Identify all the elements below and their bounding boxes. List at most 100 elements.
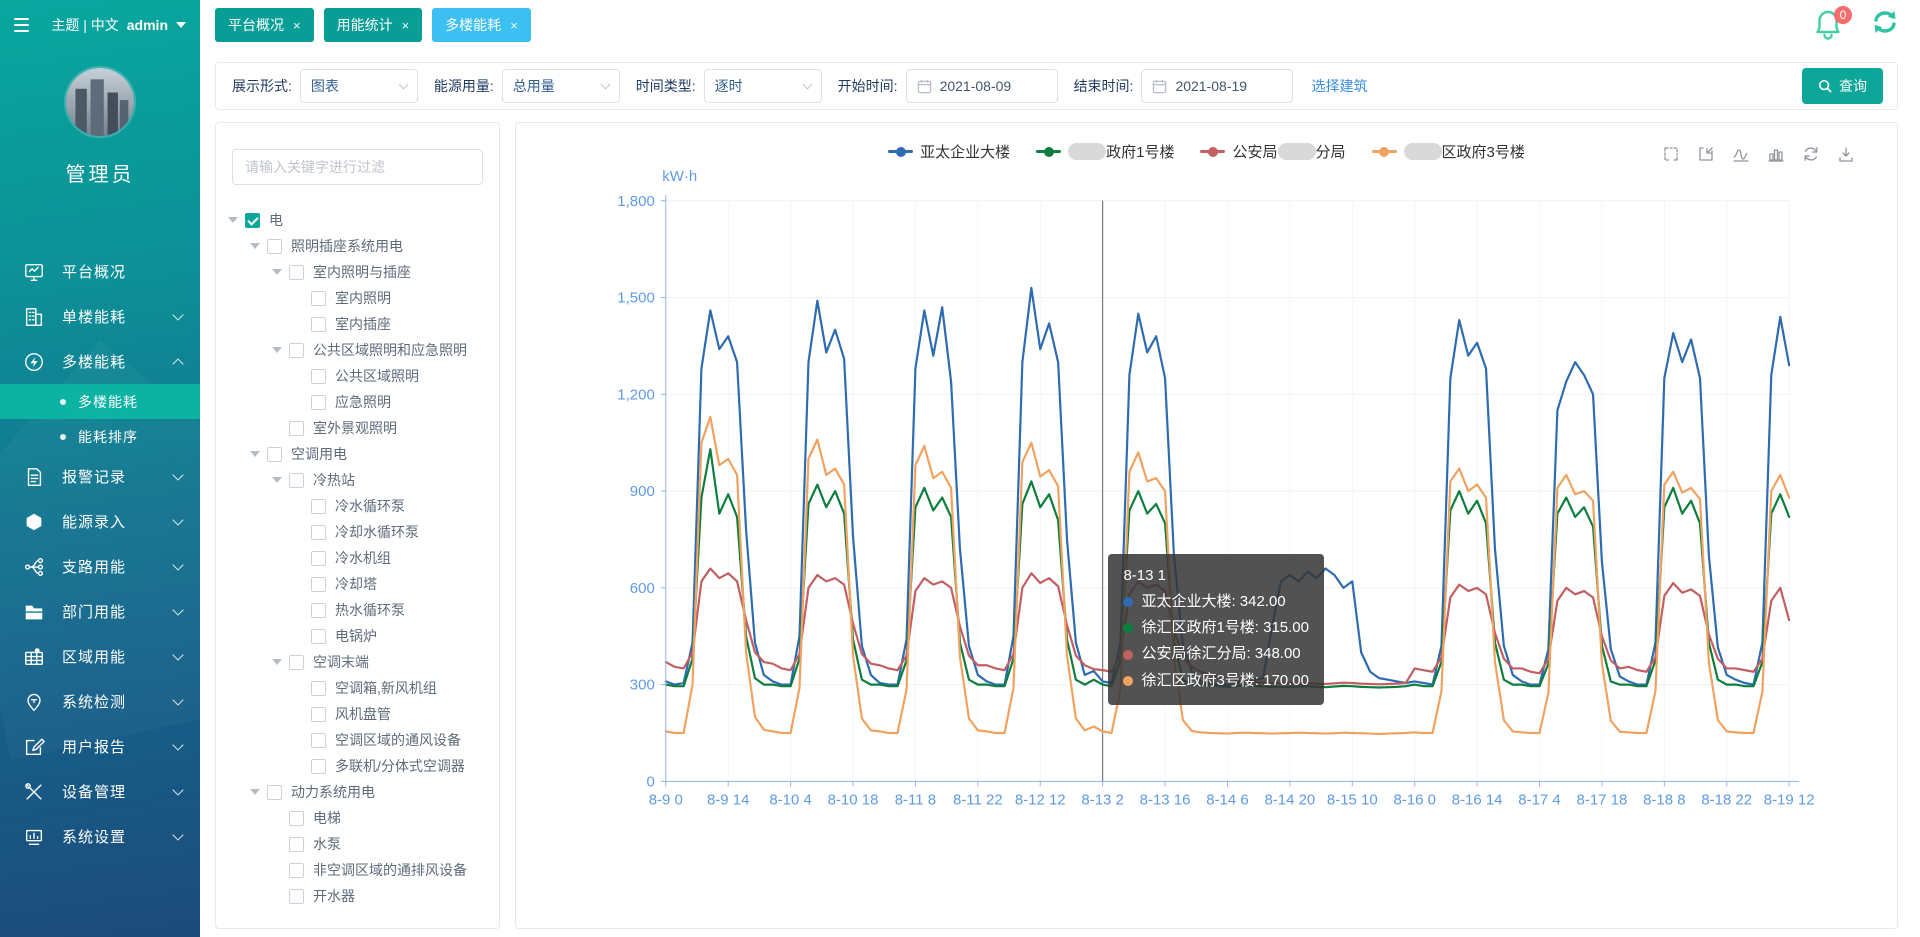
sidebar-item-8[interactable]: 系统检测 — [0, 679, 200, 724]
tree-node-开水器[interactable]: 开水器 — [228, 883, 495, 909]
tree-node-label[interactable]: 室内照明与插座 — [313, 264, 411, 280]
start-date-input[interactable]: 2021-08-09 — [905, 69, 1058, 103]
tree-node-label[interactable]: 热水循环泵 — [335, 602, 405, 618]
legend-item-2[interactable]: 公安局 分局 — [1200, 141, 1346, 162]
tree-node-label[interactable]: 公共区域照明和应急照明 — [313, 342, 467, 358]
sidebar-item-3[interactable]: 报警记录 — [0, 454, 200, 499]
tree-checkbox[interactable] — [289, 836, 304, 852]
tree-checkbox[interactable] — [311, 732, 326, 748]
display-mode-select[interactable]: 图表 — [299, 69, 418, 103]
tab-平台概况[interactable]: 平台概况 × — [215, 8, 314, 42]
tab-多楼能耗[interactable]: 多楼能耗 × — [432, 8, 531, 42]
select-building-link[interactable]: 选择建筑 — [1311, 78, 1368, 94]
sidebar-item-1[interactable]: 单楼能耗 — [0, 294, 200, 339]
tree-expander-icon[interactable] — [272, 269, 282, 275]
tree-checkbox[interactable] — [267, 238, 282, 254]
legend-item-3[interactable]: 区政府3号楼 — [1371, 141, 1525, 162]
tree-expander-icon[interactable] — [272, 477, 282, 483]
tree-node-label[interactable]: 冷热站 — [313, 472, 355, 488]
download-icon[interactable] — [1837, 145, 1855, 168]
tree-node-label[interactable]: 空调区域的通风设备 — [335, 732, 461, 748]
tree-node-非空调区域的通排风设备[interactable]: 非空调区域的通排风设备 — [228, 857, 495, 883]
tree-checkbox[interactable] — [289, 810, 304, 826]
sidebar-item-0[interactable]: 平台概况 — [0, 249, 200, 294]
tree-node-空调用电[interactable]: 空调用电 — [228, 441, 495, 467]
tree-checkbox[interactable] — [311, 550, 326, 566]
tree-node-label[interactable]: 公共区域照明 — [335, 368, 419, 384]
tree-node-热水循环泵[interactable]: 热水循环泵 — [228, 597, 495, 623]
avatar[interactable] — [64, 66, 136, 138]
tree-node-label[interactable]: 室内插座 — [335, 316, 391, 332]
tree-checkbox[interactable] — [289, 342, 304, 358]
tree-checkbox[interactable] — [289, 654, 304, 670]
tree-node-label[interactable]: 空调用电 — [291, 446, 347, 462]
zoom-reset-icon[interactable] — [1697, 145, 1715, 168]
tree-node-动力系统用电[interactable]: 动力系统用电 — [228, 779, 495, 805]
tree-node-空调区域的通风设备[interactable]: 空调区域的通风设备 — [228, 727, 495, 753]
tree-node-label[interactable]: 空调末端 — [313, 654, 369, 670]
zoom-select-icon[interactable] — [1662, 145, 1680, 168]
tree-node-label[interactable]: 冷却塔 — [335, 576, 377, 592]
restore-icon[interactable] — [1802, 145, 1820, 168]
tree-node-照明插座系统用电[interactable]: 照明插座系统用电 — [228, 233, 495, 259]
tree-node-多联机/分体式空调器[interactable]: 多联机/分体式空调器 — [228, 753, 495, 779]
tree-node-电锅炉[interactable]: 电锅炉 — [228, 623, 495, 649]
tree-node-label[interactable]: 冷水循环泵 — [335, 498, 405, 514]
legend-item-0[interactable]: 亚太企业大楼 — [888, 141, 1010, 162]
tree-checkbox[interactable] — [311, 680, 326, 696]
tree-checkbox[interactable] — [267, 446, 282, 462]
tree-checkbox[interactable] — [267, 784, 282, 800]
end-date-input[interactable]: 2021-08-19 — [1141, 69, 1294, 103]
tree-checkbox[interactable] — [311, 316, 326, 332]
sidebar-item-2[interactable]: 多楼能耗 — [0, 339, 200, 384]
submenu-item[interactable]: 能耗排序 — [0, 419, 200, 454]
user-name[interactable]: admin — [126, 17, 168, 33]
tree-node-label[interactable]: 动力系统用电 — [291, 784, 375, 800]
tab-close-icon[interactable]: × — [401, 17, 410, 33]
tree-node-冷热站[interactable]: 冷热站 — [228, 467, 495, 493]
tree-expander-icon[interactable] — [250, 451, 260, 457]
tree-checkbox[interactable] — [311, 706, 326, 722]
tree-node-label[interactable]: 应急照明 — [335, 394, 391, 410]
tree-checkbox[interactable] — [311, 602, 326, 618]
tree-checkbox[interactable] — [289, 420, 304, 436]
tree-node-label[interactable]: 非空调区域的通排风设备 — [313, 862, 467, 878]
sidebar-item-9[interactable]: 用户报告 — [0, 724, 200, 769]
tree-checkbox[interactable] — [311, 576, 326, 592]
tree-checkbox[interactable] — [311, 394, 326, 410]
tree-node-label[interactable]: 电梯 — [313, 810, 341, 826]
tree-node-label[interactable]: 开水器 — [313, 888, 355, 904]
tree-node-水泵[interactable]: 水泵 — [228, 831, 495, 857]
tree-node-label[interactable]: 室内照明 — [335, 290, 391, 306]
tree-node-label[interactable]: 冷水机组 — [335, 550, 391, 566]
tree-node-label[interactable]: 电 — [269, 212, 283, 228]
tree-node-应急照明[interactable]: 应急照明 — [228, 389, 495, 415]
tree-node-风机盘管[interactable]: 风机盘管 — [228, 701, 495, 727]
theme-language-switch[interactable]: 主题 | 中文 — [51, 17, 119, 33]
tree-node-室内插座[interactable]: 室内插座 — [228, 311, 495, 337]
sidebar-item-5[interactable]: 支路用能 — [0, 544, 200, 589]
menu-toggle-icon[interactable] — [14, 14, 30, 36]
sidebar-item-6[interactable]: 部门用能 — [0, 589, 200, 634]
tree-checkbox[interactable] — [311, 368, 326, 384]
tree-checkbox[interactable] — [311, 628, 326, 644]
tree-checkbox[interactable] — [311, 498, 326, 514]
sidebar-item-11[interactable]: 系统设置 — [0, 814, 200, 859]
notification-bell-icon[interactable]: 0 — [1814, 5, 1852, 42]
bar-chart-icon[interactable] — [1767, 145, 1785, 168]
tree-node-label[interactable]: 多联机/分体式空调器 — [335, 758, 465, 774]
sidebar-item-7[interactable]: 区域用能 — [0, 634, 200, 679]
tree-node-label[interactable]: 冷却水循环泵 — [335, 524, 419, 540]
tab-用能统计[interactable]: 用能统计 × — [323, 8, 423, 42]
tree-node-公共区域照明[interactable]: 公共区域照明 — [228, 363, 495, 389]
tree-node-label[interactable]: 空调箱,新风机组 — [335, 680, 437, 696]
tree-checkbox[interactable] — [311, 290, 326, 306]
tree-checkbox[interactable] — [311, 758, 326, 774]
time-type-select[interactable]: 逐时 — [703, 69, 822, 103]
tree-node-公共区域照明和应急照明[interactable]: 公共区域照明和应急照明 — [228, 337, 495, 363]
tree-expander-icon[interactable] — [228, 217, 238, 223]
tree-node-冷却塔[interactable]: 冷却塔 — [228, 571, 495, 597]
submenu-item[interactable]: 多楼能耗 — [0, 384, 200, 419]
tree-node-冷却水循环泵[interactable]: 冷却水循环泵 — [228, 519, 495, 545]
tree-node-室内照明与插座[interactable]: 室内照明与插座 — [228, 259, 495, 285]
